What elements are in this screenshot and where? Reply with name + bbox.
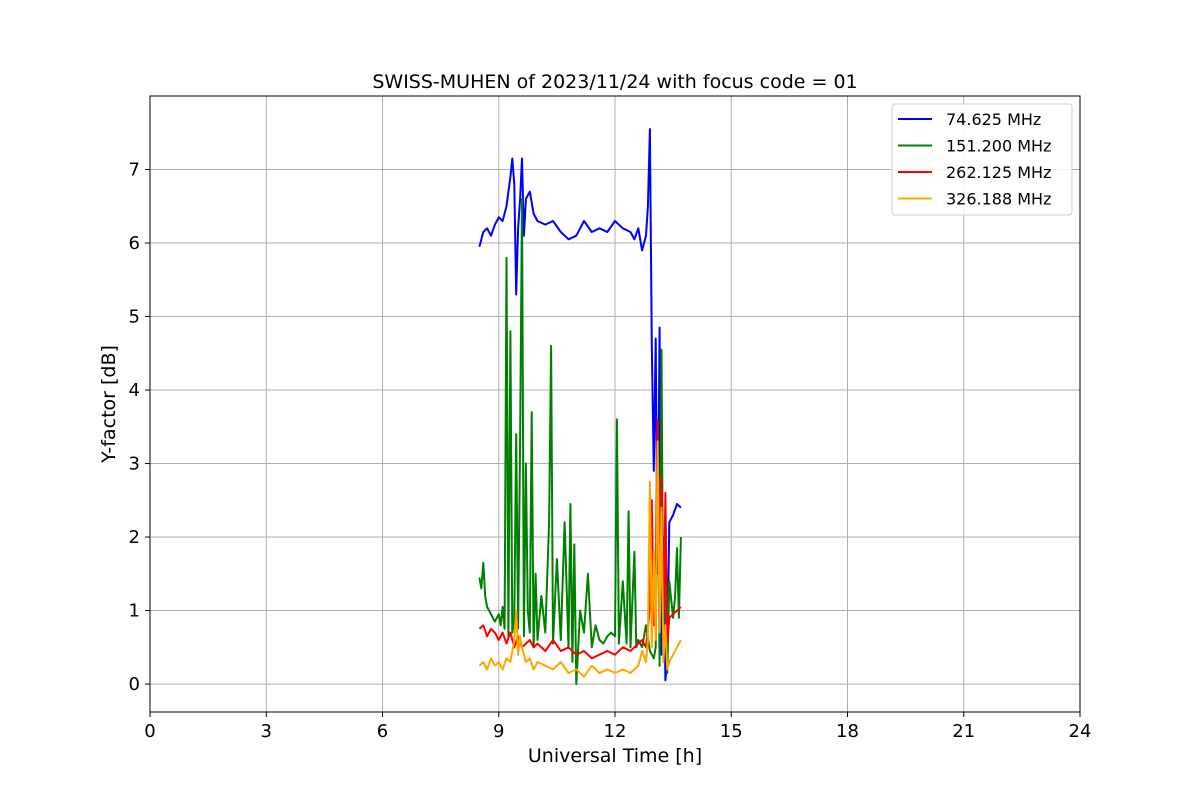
y-tick-label: 1 (129, 601, 140, 622)
plot-series (478, 128, 682, 686)
x-tick-label: 0 (144, 721, 155, 742)
y-tick-label: 0 (129, 674, 140, 695)
legend-label: 326.188 MHz (946, 190, 1051, 209)
x-axis-label: Universal Time [h] (528, 745, 702, 767)
legend-label: 74.625 MHz (946, 110, 1041, 129)
series-line-3 (478, 440, 682, 678)
x-tick-label: 12 (604, 721, 627, 742)
legend: 74.625 MHz 151.200 MHz 262.125 MHz 326.188 … (891, 103, 1073, 216)
x-tick-label: 21 (952, 721, 975, 742)
x-tick-label: 15 (720, 721, 743, 742)
series-line-0 (478, 128, 682, 682)
y-tick-label: 2 (129, 527, 140, 548)
chart-title: SWISS-MUHEN of 2023/11/24 with focus cod… (372, 71, 857, 93)
y-tick-label: 7 (129, 160, 140, 181)
series-line-1 (478, 197, 682, 686)
y-tick-label: 3 (129, 454, 140, 475)
legend-label: 262.125 MHz (946, 163, 1051, 182)
x-tick-label: 3 (261, 721, 272, 742)
x-tick-label: 6 (377, 721, 388, 742)
x-tick-label: 24 (1069, 721, 1092, 742)
legend-label: 151.200 MHz (946, 137, 1051, 156)
y-tick-label: 5 (129, 307, 140, 328)
y-axis-label: Y-factor [dB] (98, 345, 120, 464)
y-tick-label: 6 (129, 233, 140, 254)
y-tick-label: 4 (129, 380, 140, 401)
x-tick-label: 18 (836, 721, 859, 742)
legend-frame (891, 103, 1073, 216)
x-tick-label: 9 (493, 721, 504, 742)
